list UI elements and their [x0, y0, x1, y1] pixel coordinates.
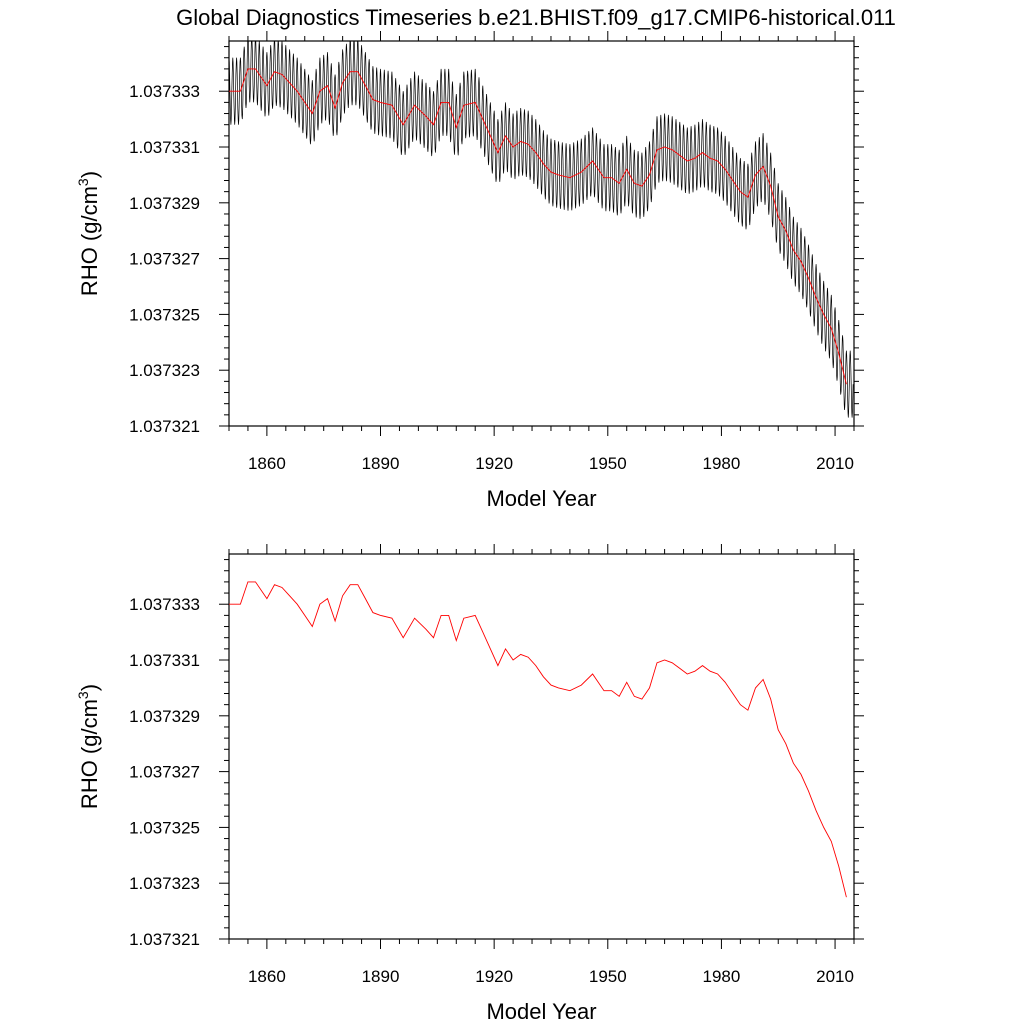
plot-frame [228, 40, 855, 427]
plot-frame [228, 553, 855, 940]
x-tick-label: 2010 [816, 967, 854, 986]
x-tick-label: 1980 [703, 967, 741, 986]
annual-series-line [229, 68, 847, 385]
y-axis-label: RHO (g/cm3) [75, 171, 102, 296]
x-tick-label: 1950 [589, 454, 627, 473]
x-tick-label: 1890 [362, 454, 400, 473]
panel-top: 1860 1890 1920 1950 1980 2010 1.037321 1.037323… [75, 31, 864, 511]
x-tick-label: 1860 [248, 967, 286, 986]
x-tick-label: 2010 [816, 454, 854, 473]
x-tick-label: 1860 [248, 454, 286, 473]
y-tick-label: 1.037327 [129, 250, 200, 269]
panel-bottom: 1860 1890 1920 1950 1980 2010 1.037321 1.037323… [75, 544, 864, 1024]
figure-title: Global Diagnostics Timeseries b.e21.BHIS… [176, 5, 896, 30]
x-tick-label: 1950 [589, 967, 627, 986]
y-tick-label: 1.037325 [129, 305, 200, 324]
y-tick-label: 1.037333 [129, 595, 200, 614]
x-tick-label: 1890 [362, 967, 400, 986]
y-tick-label: 1.037327 [129, 763, 200, 782]
y-tick-label: 1.037321 [129, 417, 200, 436]
x-axis-label: Model Year [486, 486, 596, 511]
y-tick-label: 1.037323 [129, 361, 200, 380]
y-tick-label: 1.037325 [129, 818, 200, 837]
y-tick-label: 1.037331 [129, 138, 200, 157]
annual-series-line [229, 581, 847, 898]
y-tick-label: 1.037321 [129, 930, 200, 949]
y-tick-label: 1.037331 [129, 651, 200, 670]
monthly-series-line [229, 41, 854, 418]
x-axis-label: Model Year [486, 999, 596, 1024]
x-tick-label: 1980 [703, 454, 741, 473]
y-tick-label: 1.037329 [129, 194, 200, 213]
y-tick-label: 1.037329 [129, 707, 200, 726]
y-tick-label: 1.037323 [129, 874, 200, 893]
x-tick-label: 1920 [475, 967, 513, 986]
x-tick-label: 1920 [475, 454, 513, 473]
y-tick-label: 1.037333 [129, 82, 200, 101]
y-axis-label: RHO (g/cm3) [75, 684, 102, 809]
